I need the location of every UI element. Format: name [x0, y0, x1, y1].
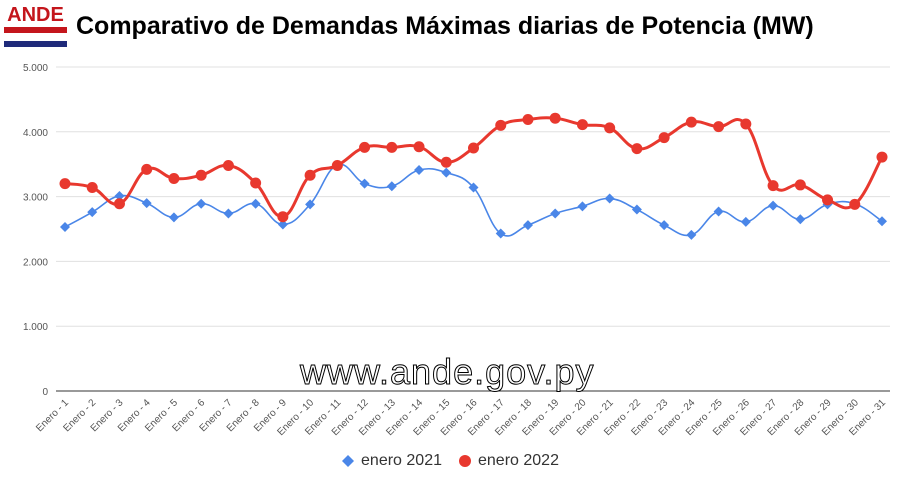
- series-line-2: [64, 116, 884, 219]
- data-point-2021: [550, 208, 561, 219]
- data-point-2021: [223, 208, 234, 219]
- data-point-2021: [768, 200, 779, 211]
- y-tick-label: 1.000: [23, 322, 48, 333]
- ande-logo: ANDE: [4, 4, 67, 47]
- data-point-2021: [87, 207, 98, 218]
- chart-legend: enero 2021 enero 2022: [0, 452, 900, 473]
- data-point-2022: [413, 141, 425, 153]
- data-point-2021: [414, 165, 425, 176]
- legend-label: enero 2022: [478, 452, 559, 469]
- data-point-2022: [713, 121, 725, 133]
- data-point-2022: [794, 179, 806, 191]
- data-point-2021: [141, 198, 152, 209]
- data-point-2021: [495, 228, 506, 239]
- data-point-2021: [114, 190, 125, 201]
- data-point-2021: [686, 229, 697, 240]
- data-point-2022: [468, 142, 479, 154]
- y-tick-label: 5.000: [23, 63, 48, 74]
- y-tick-label: 0: [42, 387, 48, 398]
- chart-title: Comparativo de Demandas Máximas diarias …: [76, 12, 814, 40]
- data-point-2021: [168, 212, 179, 223]
- data-point-2022: [767, 180, 779, 192]
- data-point-2021: [577, 201, 588, 212]
- data-point-2022: [849, 198, 861, 210]
- data-point-2022: [113, 198, 125, 210]
- data-point-2021: [386, 181, 397, 192]
- data-point-2022: [440, 156, 452, 168]
- data-point-2022: [359, 141, 371, 153]
- y-tick-label: 3.000: [23, 193, 48, 204]
- data-point-2021: [522, 220, 533, 231]
- legend-item: enero 2022: [458, 452, 559, 470]
- data-point-2021: [441, 167, 452, 178]
- data-point-2022: [331, 159, 343, 171]
- data-point-2022: [822, 194, 834, 206]
- data-point-2022: [876, 151, 888, 163]
- legend-circle-icon: [459, 455, 471, 467]
- data-point-2021: [305, 199, 316, 210]
- data-point-2022: [604, 122, 616, 134]
- data-point-2022: [222, 159, 234, 171]
- logo-stripe-red: [4, 27, 67, 33]
- legend-diamond-icon: [342, 455, 355, 467]
- data-point-2021: [468, 182, 479, 193]
- data-point-2021: [196, 198, 207, 209]
- watermark: www.ande.gov.py: [300, 351, 595, 393]
- data-point-2022: [59, 178, 71, 190]
- data-point-2022: [304, 169, 316, 181]
- logo-stripe-blue: [4, 41, 67, 47]
- data-point-2022: [549, 112, 561, 124]
- data-point-2022: [658, 132, 670, 144]
- series-line-1: [64, 163, 883, 237]
- data-point-2021: [250, 198, 261, 209]
- data-point-2021: [60, 222, 70, 233]
- data-point-2021: [604, 193, 615, 204]
- data-point-2022: [86, 182, 98, 194]
- data-point-2022: [631, 143, 643, 155]
- logo-text: ANDE: [7, 4, 64, 26]
- y-tick-label: 4.000: [23, 128, 48, 139]
- data-point-2022: [141, 163, 153, 175]
- data-point-2022: [386, 141, 398, 153]
- legend-item: enero 2021: [341, 452, 442, 470]
- data-point-2022: [495, 119, 507, 131]
- data-point-2021: [713, 206, 724, 217]
- data-point-2022: [685, 116, 697, 128]
- data-point-2021: [659, 220, 670, 231]
- data-point-2021: [740, 216, 751, 227]
- data-point-2022: [522, 113, 534, 125]
- data-point-2022: [576, 119, 588, 131]
- data-point-2021: [631, 204, 642, 215]
- data-point-2021: [795, 214, 806, 225]
- legend-label: enero 2021: [361, 452, 442, 469]
- data-point-2021: [277, 219, 288, 230]
- data-point-2021: [359, 178, 370, 189]
- data-point-2022: [740, 118, 752, 130]
- logo-stripe-white: [4, 34, 67, 40]
- data-point-2022: [277, 211, 289, 223]
- data-point-2022: [250, 177, 262, 189]
- y-tick-label: 2.000: [23, 257, 48, 268]
- data-point-2022: [195, 169, 207, 181]
- data-point-2022: [168, 172, 180, 184]
- data-point-2021: [877, 216, 887, 227]
